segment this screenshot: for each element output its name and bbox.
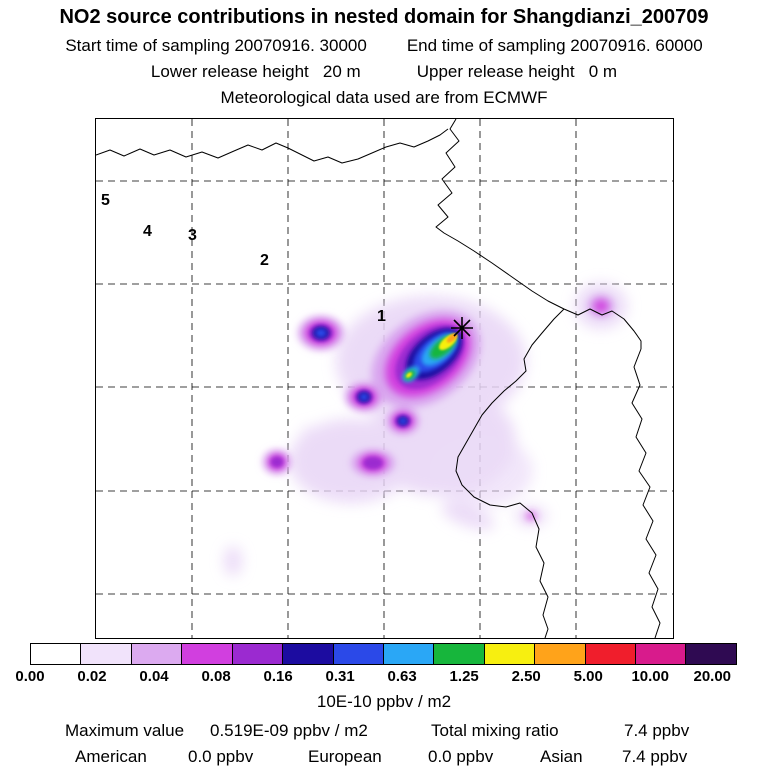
site-marker-4: 4 — [143, 223, 152, 240]
gridlines — [96, 119, 673, 638]
colorbar-tick-label: 1.25 — [449, 668, 479, 685]
european-value: 0.0 ppbv — [428, 747, 494, 766]
colorbar-cell — [585, 644, 637, 664]
colorbar-cell — [535, 644, 586, 664]
release-heights-row: Lower release height 20 m Upper release … — [0, 62, 768, 82]
site-marker-1: 1 — [377, 308, 386, 325]
colorbar-tick-label: 0.31 — [325, 668, 355, 685]
colorbar-cell — [434, 644, 485, 664]
colorbar-tick-label: 0.63 — [387, 668, 417, 685]
colorbar-cell — [232, 644, 284, 664]
colorbar-tick-label: 10.00 — [631, 668, 669, 685]
end-sampling-text: End time of sampling 20070916. 60000 — [406, 36, 703, 55]
colorbar-tick-label: 20.00 — [693, 668, 732, 685]
colorbar-cell — [31, 644, 82, 664]
map-panel: 5 4 3 2 1 — [95, 118, 674, 639]
colorbar-tick-label: 0.08 — [201, 668, 231, 685]
american-value: 0.0 ppbv — [188, 747, 254, 766]
colorbar-tick-label: 0.02 — [77, 668, 107, 685]
colorbar-tick-label: 0.00 — [15, 668, 45, 685]
american-label: American — [75, 747, 147, 766]
colorbar-labels: 0.00 0.02 0.04 0.08 0.16 0.31 0.63 1.25 2.50 5.00… — [15, 668, 737, 688]
site-marker-2: 2 — [260, 252, 269, 269]
lower-release-text: Lower release height 20 m — [150, 62, 361, 81]
colorbar-cell — [636, 644, 687, 664]
colorbar-tick-label: 2.50 — [511, 668, 541, 685]
colorbar-cell — [131, 644, 183, 664]
colorbar-tick-label: 5.00 — [573, 668, 603, 685]
total-mixing-ratio-value: 7.4 ppbv — [624, 721, 690, 740]
colorbar-cell — [686, 644, 736, 664]
colorbar-cell — [484, 644, 536, 664]
sampling-times-row: Start time of sampling 20070916. 30000 E… — [0, 36, 768, 56]
colorbar-cell — [283, 644, 334, 664]
total-mixing-ratio-label: Total mixing ratio — [431, 721, 559, 740]
colorbar-tick-label: 0.04 — [139, 668, 169, 685]
coastlines — [96, 119, 661, 638]
map-canvas — [96, 119, 673, 638]
site-marker-5: 5 — [101, 192, 110, 209]
colorbar-tick-label: 0.16 — [263, 668, 293, 685]
meteo-source-text: Meteorological data used are from ECMWF — [220, 88, 548, 107]
colorbar-cell — [333, 644, 384, 664]
european-label: European — [308, 747, 382, 766]
maximum-value-label: Maximum value — [65, 721, 185, 740]
maximum-value: 0.519E-09 ppbv / m2 — [210, 721, 368, 740]
colorbar-cell — [81, 644, 132, 664]
page-title: NO2 source contributions in nested domai… — [59, 6, 709, 28]
colorbar — [30, 643, 737, 665]
asian-value: 7.4 ppbv — [622, 747, 688, 766]
colorbar-unit: 10E-10 ppbv / m2 — [316, 692, 452, 711]
colorbar-cell — [383, 644, 435, 664]
site-marker-3: 3 — [188, 227, 197, 244]
plume-heatmap — [224, 283, 627, 576]
asian-label: Asian — [540, 747, 583, 766]
colorbar-cell — [182, 644, 233, 664]
upper-release-text: Upper release height 0 m — [416, 62, 618, 81]
start-sampling-text: Start time of sampling 20070916. 30000 — [65, 36, 367, 55]
receptor-star-icon — [451, 317, 473, 339]
